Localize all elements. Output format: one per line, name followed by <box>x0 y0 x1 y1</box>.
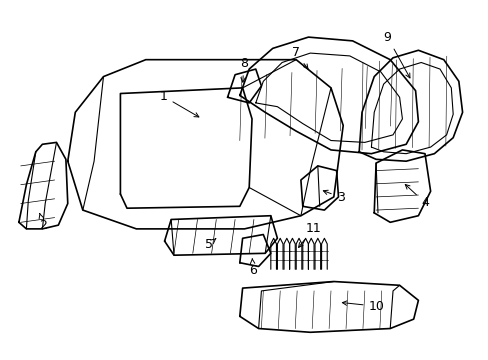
Text: 10: 10 <box>342 300 384 313</box>
Text: 1: 1 <box>160 90 199 117</box>
Text: 6: 6 <box>249 258 257 277</box>
Text: 4: 4 <box>405 184 428 209</box>
Text: 3: 3 <box>323 190 344 204</box>
Text: 2: 2 <box>39 213 47 232</box>
Text: 5: 5 <box>204 238 215 251</box>
Text: 7: 7 <box>291 46 307 69</box>
Text: 8: 8 <box>239 57 247 82</box>
Text: 9: 9 <box>383 31 409 78</box>
Text: 11: 11 <box>298 222 321 247</box>
